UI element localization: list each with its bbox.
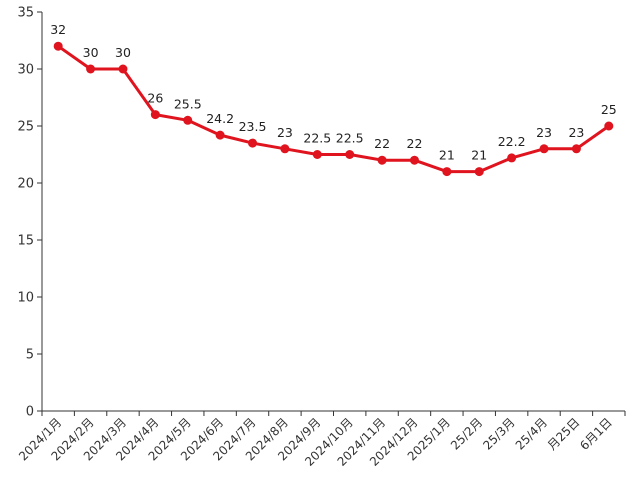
data-label: 22.5 [336, 131, 364, 146]
series-polyline [56, 44, 611, 174]
data-labels: 32 30 30 26 25.5 24.2 23.5 23 22.5 22.5 22 22 21 21 22… [50, 22, 617, 162]
y-tick-label: 5 [26, 348, 34, 363]
y-tick-label: 35 [17, 6, 34, 21]
data-label: 23 [536, 125, 552, 140]
data-label: 23 [277, 125, 293, 140]
x-tick-label: 25/3月 [480, 415, 517, 452]
data-point [86, 64, 96, 74]
y-tick-label: 25 [17, 120, 34, 135]
data-label: 21 [439, 148, 455, 163]
data-label: 23 [568, 125, 584, 140]
data-label: 22 [407, 136, 423, 151]
series-line [56, 44, 611, 174]
data-label: 24.2 [206, 111, 234, 126]
x-tick-label: 25/4月 [513, 415, 550, 452]
data-point [604, 121, 614, 131]
data-points [53, 41, 614, 177]
data-label: 25.5 [174, 96, 202, 111]
data-point [215, 130, 225, 140]
data-point [409, 155, 419, 165]
data-point [312, 150, 322, 159]
x-axis-ticks: 2024/1月2024/2月2024/3月2024/4月2024/5月2024/… [16, 411, 626, 469]
data-point [474, 167, 484, 177]
data-point [377, 155, 387, 165]
data-point [183, 115, 193, 125]
data-point [280, 144, 290, 154]
data-point [507, 153, 517, 163]
data-point [150, 110, 160, 120]
data-label: 25 [601, 102, 617, 117]
x-tick-label: 25/2月 [448, 415, 485, 452]
data-label: 30 [115, 45, 131, 60]
data-label: 22 [374, 136, 390, 151]
y-axis-ticks: 0 5 10 15 20 25 30 35 [17, 6, 42, 420]
data-point [118, 64, 128, 74]
y-tick-label: 0 [26, 405, 34, 420]
y-tick-label: 15 [17, 234, 34, 249]
data-point [248, 138, 258, 148]
x-tick-label: 6月1日 [577, 415, 615, 453]
data-label: 21 [471, 148, 487, 163]
x-tick-label: 月25日 [545, 415, 583, 453]
y-tick-label: 30 [17, 63, 34, 78]
data-point [345, 150, 355, 159]
axes [41, 12, 625, 412]
data-point [53, 41, 63, 51]
data-label: 26 [147, 91, 163, 106]
data-point [442, 167, 452, 177]
data-label: 32 [50, 22, 66, 37]
data-point [539, 144, 549, 154]
data-label: 22.2 [498, 134, 526, 149]
data-label: 23.5 [239, 119, 267, 134]
data-label: 30 [83, 45, 99, 60]
y-tick-label: 10 [17, 291, 34, 306]
data-point [571, 144, 581, 154]
data-label: 22.5 [303, 131, 331, 146]
y-tick-label: 20 [17, 177, 34, 192]
